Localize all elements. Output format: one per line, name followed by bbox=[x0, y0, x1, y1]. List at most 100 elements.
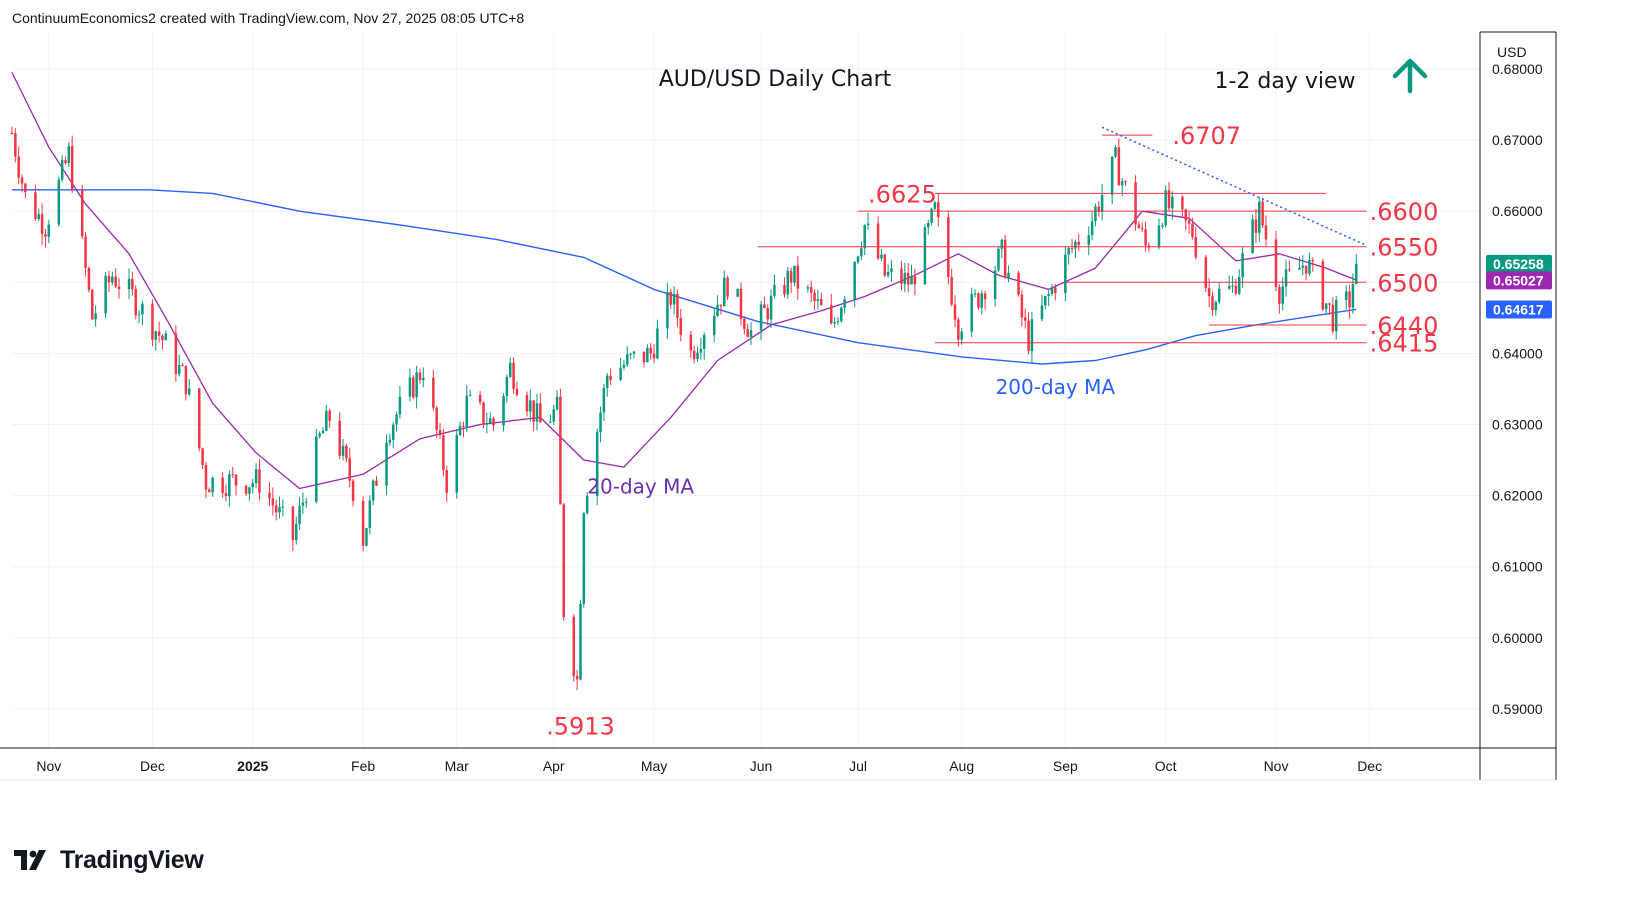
ma20-series bbox=[11, 72, 1357, 490]
candle bbox=[1027, 312, 1030, 355]
candle bbox=[107, 270, 111, 292]
candle bbox=[1258, 197, 1261, 242]
candle bbox=[977, 292, 980, 310]
candle bbox=[1054, 283, 1057, 301]
tradingview-brand-name: TradingView bbox=[60, 845, 204, 874]
candle bbox=[1298, 256, 1301, 270]
level-label: .6440 bbox=[1370, 312, 1439, 340]
candle bbox=[368, 495, 372, 535]
candle bbox=[913, 268, 917, 296]
candle bbox=[1157, 218, 1161, 250]
y-tick-label: 0.66000 bbox=[1492, 203, 1543, 219]
candle bbox=[960, 328, 963, 345]
candle bbox=[111, 271, 114, 286]
price-badge-text: 0.64617 bbox=[1493, 302, 1544, 318]
candle bbox=[458, 421, 462, 436]
candle bbox=[157, 321, 161, 343]
candle bbox=[1204, 254, 1208, 292]
candle bbox=[137, 310, 141, 324]
candle bbox=[1217, 282, 1221, 305]
candle bbox=[114, 268, 117, 289]
ma200-label: 200-day MA bbox=[996, 375, 1116, 399]
candle bbox=[305, 497, 308, 508]
candle bbox=[1050, 283, 1054, 296]
candle bbox=[997, 246, 1000, 272]
candle bbox=[1067, 246, 1070, 265]
candle bbox=[856, 255, 860, 265]
candle bbox=[886, 264, 890, 278]
currency-label: USD bbox=[1497, 44, 1527, 60]
candle bbox=[254, 463, 258, 488]
candle bbox=[937, 193, 940, 227]
candle bbox=[87, 266, 91, 293]
candle bbox=[67, 142, 71, 168]
y-tick-label: 0.67000 bbox=[1492, 132, 1543, 148]
candle bbox=[271, 487, 275, 516]
candle bbox=[1074, 239, 1077, 259]
candle bbox=[1231, 276, 1234, 293]
candle bbox=[549, 414, 552, 424]
price-badge: 0.65258 bbox=[1486, 254, 1552, 273]
candle bbox=[926, 219, 930, 235]
candle bbox=[656, 319, 659, 360]
candle bbox=[529, 389, 532, 422]
candle bbox=[328, 408, 331, 429]
candle bbox=[923, 224, 927, 285]
candle bbox=[201, 447, 204, 470]
candle bbox=[348, 448, 351, 488]
tradingview-logo[interactable]: TradingView bbox=[14, 840, 204, 880]
candle bbox=[957, 317, 960, 347]
candle bbox=[1003, 234, 1007, 279]
candle bbox=[696, 346, 699, 362]
level-label: .6500 bbox=[1370, 269, 1439, 297]
candle bbox=[953, 295, 957, 328]
candle bbox=[1301, 255, 1305, 276]
candle bbox=[187, 378, 191, 396]
x-tick-label: Apr bbox=[543, 758, 565, 774]
candle bbox=[17, 146, 20, 185]
ma200-series bbox=[12, 189, 1357, 365]
candle bbox=[177, 354, 181, 377]
y-tick-label: 0.63000 bbox=[1492, 416, 1543, 432]
candle bbox=[736, 288, 739, 297]
candle bbox=[579, 599, 582, 681]
candle bbox=[1254, 208, 1258, 243]
candle bbox=[853, 260, 856, 308]
candle bbox=[151, 299, 154, 347]
candle bbox=[572, 614, 576, 682]
candle bbox=[174, 325, 178, 382]
candle bbox=[980, 290, 984, 315]
candle bbox=[1321, 258, 1325, 312]
candle bbox=[258, 459, 261, 501]
price-badge-text: 0.65258 bbox=[1493, 256, 1544, 272]
candle bbox=[131, 271, 134, 296]
candle bbox=[585, 492, 589, 515]
candle bbox=[321, 427, 325, 434]
candle bbox=[375, 476, 378, 486]
candle bbox=[809, 280, 813, 303]
candle bbox=[646, 344, 649, 363]
x-tick-label: 2025 bbox=[237, 758, 268, 774]
candle bbox=[813, 289, 816, 311]
candle bbox=[24, 182, 27, 198]
candle bbox=[970, 287, 973, 338]
candle bbox=[34, 184, 37, 221]
candle bbox=[455, 428, 458, 499]
candle bbox=[1211, 291, 1214, 317]
candle bbox=[408, 368, 412, 402]
trendline-group bbox=[1101, 126, 1367, 247]
price-badge: 0.64617 bbox=[1486, 300, 1552, 319]
candle bbox=[692, 345, 696, 364]
candle bbox=[1355, 254, 1358, 285]
candle bbox=[783, 277, 786, 298]
candle bbox=[843, 296, 846, 314]
candle bbox=[301, 492, 305, 515]
candle bbox=[830, 293, 833, 325]
x-tick-label: Dec bbox=[1357, 758, 1382, 774]
candle bbox=[1304, 265, 1308, 281]
candle bbox=[391, 421, 395, 449]
candle bbox=[1311, 257, 1315, 272]
candle bbox=[244, 484, 248, 496]
candle bbox=[1077, 233, 1080, 251]
